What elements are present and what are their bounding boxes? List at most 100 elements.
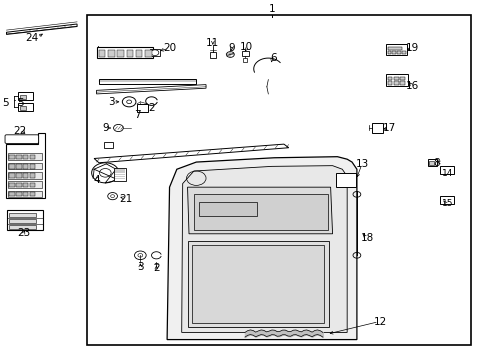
Bar [30,192,35,197]
Text: 20: 20 [163,43,176,53]
Bar [427,159,436,166]
Bar [209,51,215,58]
Bar [399,81,404,85]
Polygon shape [167,157,356,339]
Bar [114,176,124,177]
Bar [9,220,36,223]
Bar [336,173,355,187]
Bar [399,77,404,80]
Bar [108,50,114,57]
Text: 7: 7 [133,110,140,120]
Bar [30,173,35,178]
Text: 23: 23 [17,228,30,238]
Bar [18,103,33,111]
Bar [87,15,470,345]
Bar [242,58,247,62]
Bar [9,164,15,168]
Bar [96,47,152,58]
Polygon shape [5,134,45,198]
Bar [9,154,15,159]
Bar [9,183,15,187]
Text: 11: 11 [206,38,219,48]
Bar [9,225,36,229]
Text: 2: 2 [148,103,155,113]
Bar [23,154,28,159]
Bar [439,197,453,204]
Bar [114,171,124,173]
Polygon shape [94,144,288,163]
FancyBboxPatch shape [5,135,39,143]
Text: 8: 8 [432,158,439,168]
Bar [114,169,124,171]
Bar [103,142,112,148]
Bar [386,74,407,86]
Bar [20,106,26,110]
Text: 17: 17 [382,123,395,133]
Text: 4: 4 [93,175,100,185]
Bar [187,241,328,327]
Bar [396,51,400,54]
Text: 3: 3 [108,97,115,107]
Polygon shape [96,85,205,94]
Bar [20,95,26,99]
Bar [386,44,406,55]
Text: 18: 18 [360,233,373,243]
Bar [137,104,147,112]
Text: 22: 22 [14,126,27,135]
Bar [8,181,42,188]
Text: 9: 9 [102,123,109,133]
Bar [16,173,21,178]
Bar [136,50,142,57]
Bar [372,123,383,134]
Bar [30,183,35,187]
Bar [9,192,15,197]
Text: 5: 5 [17,98,23,108]
Polygon shape [187,187,332,234]
Text: 15: 15 [441,199,452,208]
Bar [401,51,405,54]
Bar [16,192,21,197]
Text: 5: 5 [2,98,16,108]
Text: 1: 1 [268,4,274,14]
Bar [99,50,105,57]
Bar [387,81,392,85]
Text: 16: 16 [406,81,419,91]
Bar [30,164,35,168]
Bar [387,47,401,50]
Bar [6,211,43,230]
Bar [30,154,35,159]
Text: 9: 9 [227,44,234,53]
Bar [113,168,125,181]
Text: 24: 24 [25,33,39,43]
Bar [8,163,42,169]
Bar [241,51,248,56]
Bar [393,81,398,85]
Bar [23,183,28,187]
Bar [18,92,33,100]
Bar [8,172,42,179]
Bar [114,174,124,175]
Bar [114,178,124,179]
Bar [8,191,42,197]
Text: 6: 6 [269,53,276,63]
Bar [117,50,123,57]
Bar [150,49,160,56]
Text: 2: 2 [153,262,160,273]
Bar [16,154,21,159]
Circle shape [91,163,119,183]
Bar [16,164,21,168]
Bar [9,213,36,217]
Text: 21: 21 [119,194,132,204]
Bar [9,173,15,178]
Text: 10: 10 [240,42,252,52]
Bar [193,194,327,230]
Polygon shape [182,166,346,332]
Bar [428,161,433,165]
Bar [192,244,323,323]
Bar [198,202,257,216]
Text: 14: 14 [441,169,452,178]
Bar [23,173,28,178]
Bar [145,50,151,57]
Text: 19: 19 [406,43,419,53]
Text: 12: 12 [373,317,386,327]
